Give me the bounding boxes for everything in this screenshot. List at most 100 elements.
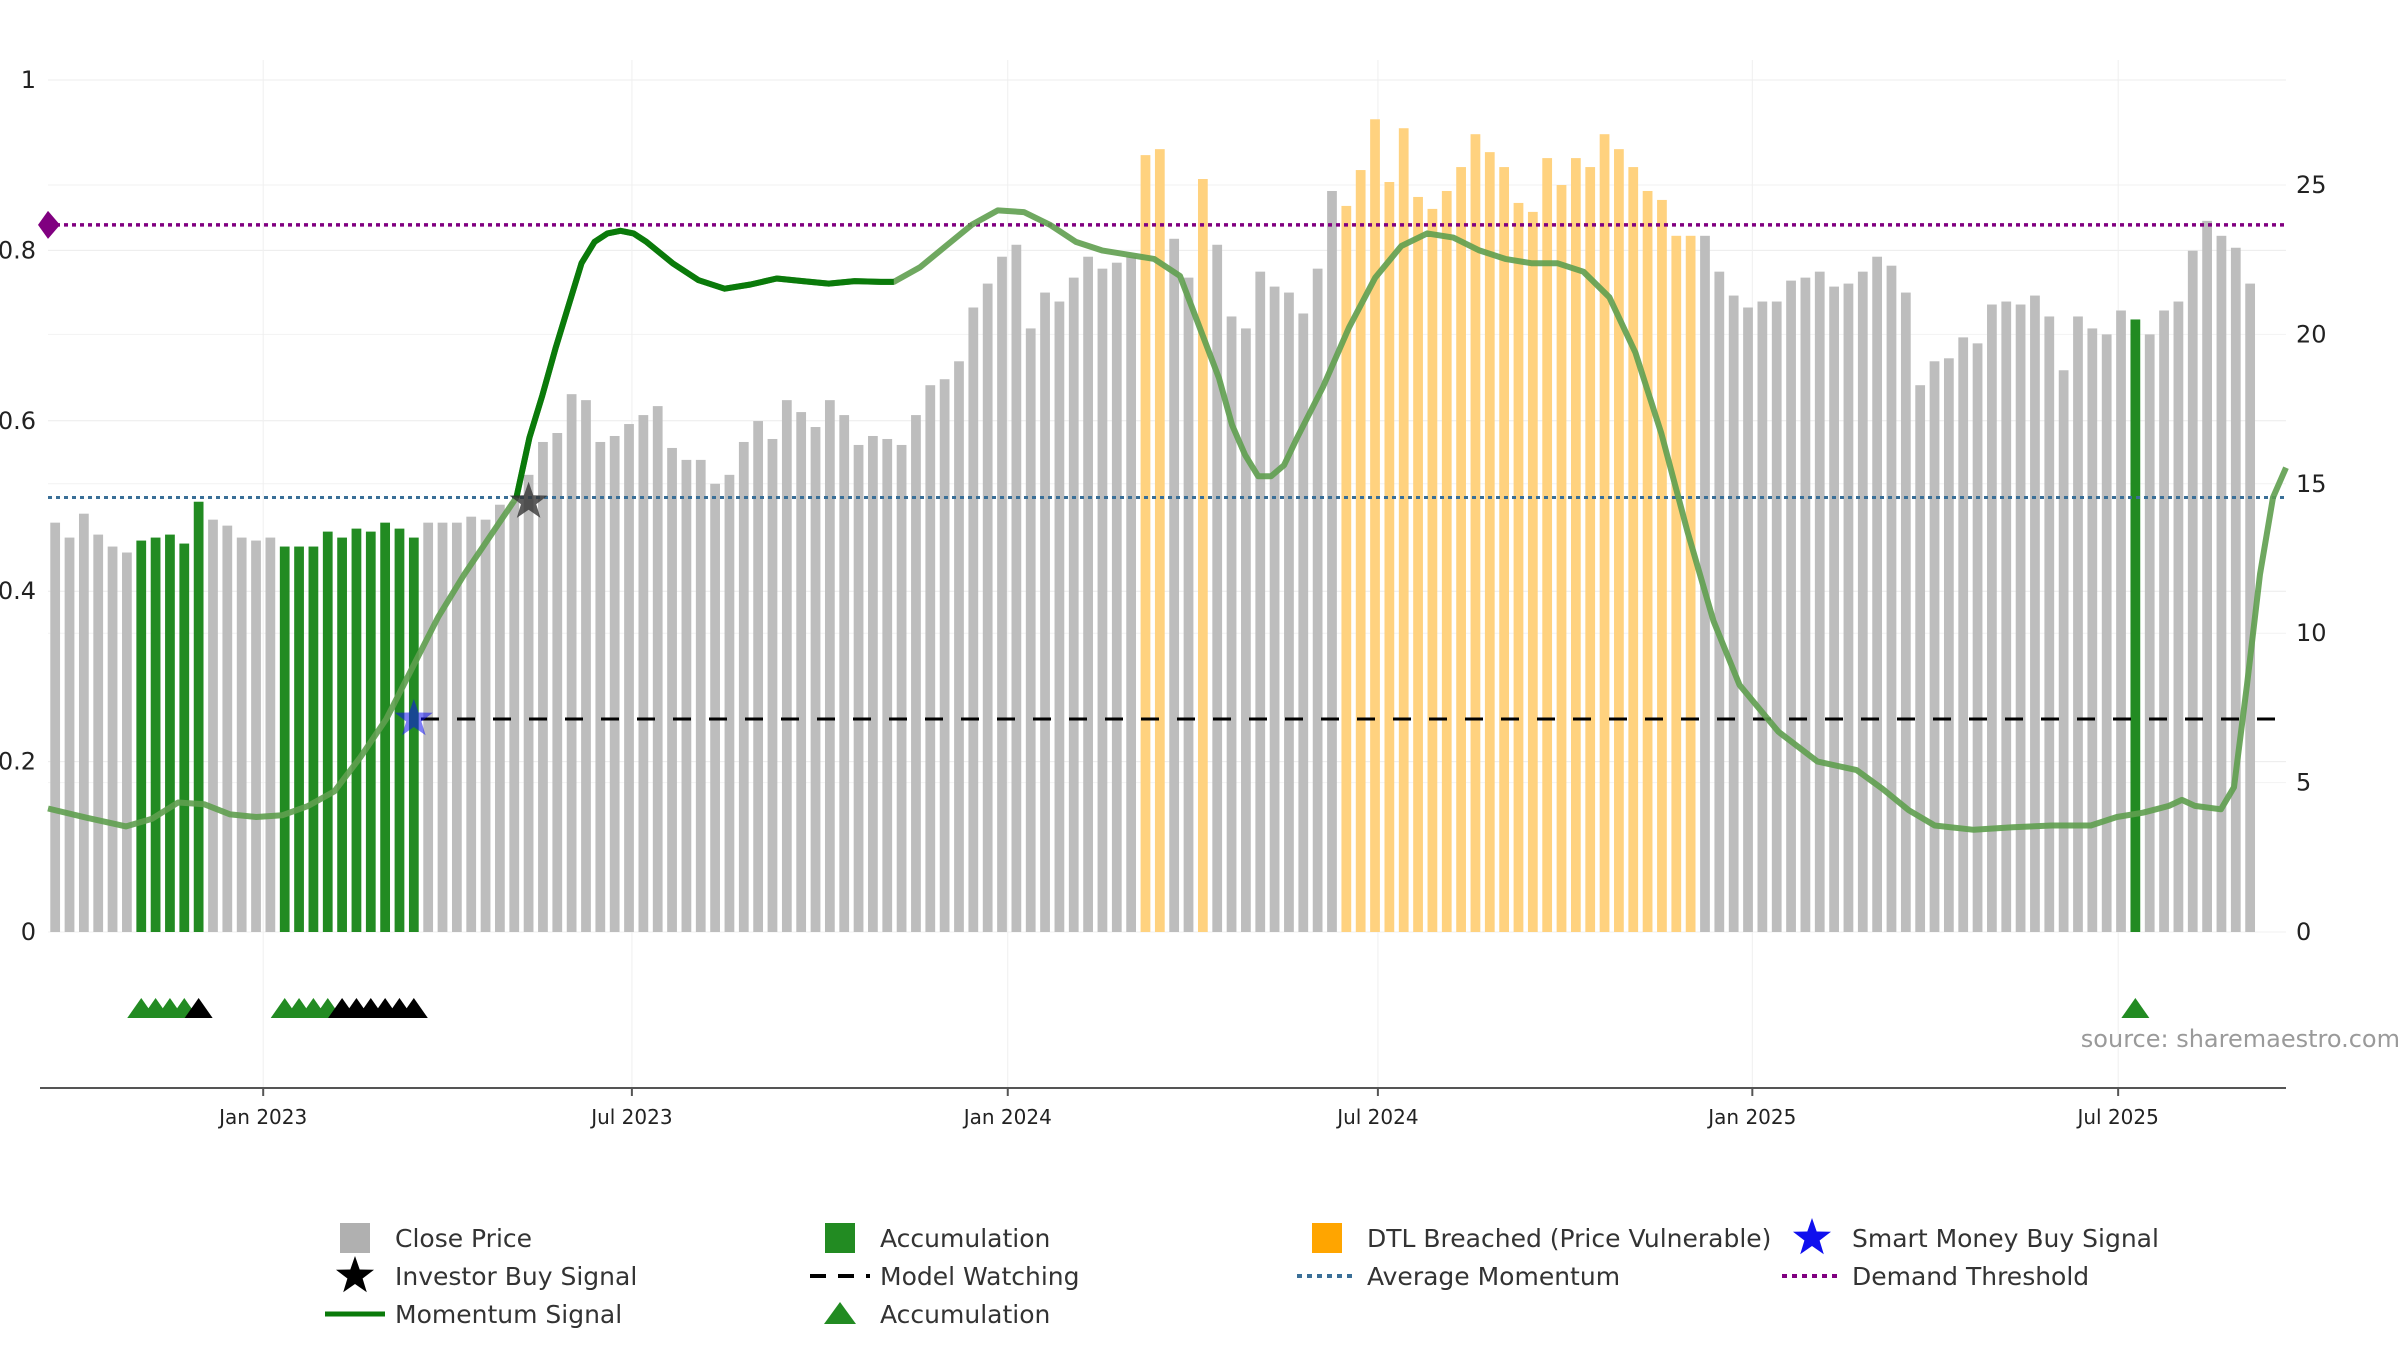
- legend-label: Accumulation: [880, 1300, 1050, 1329]
- price-bar: [1413, 196, 1423, 932]
- price-bar: [1843, 283, 1854, 932]
- legend-label: Demand Threshold: [1852, 1262, 2089, 1291]
- price-bar: [1915, 385, 1926, 932]
- price-bar: [1886, 265, 1897, 932]
- price-bar: [1513, 202, 1524, 933]
- legend-label: Smart Money Buy Signal: [1852, 1224, 2159, 1253]
- price-bar: [695, 459, 706, 932]
- legend: Close Price Accumulation DTL Breached (Pri…: [325, 1218, 2159, 1329]
- price-bar: [50, 522, 61, 932]
- legend-item-accumulation: Accumulation: [825, 1223, 1050, 1253]
- price-bar: [437, 522, 448, 932]
- momentum-signal-faded: [47, 207, 2289, 833]
- price-bar: [1226, 316, 1237, 932]
- price-bar: [2230, 247, 2241, 933]
- price-bar: [2001, 301, 2012, 933]
- price-bar: [1456, 167, 1466, 932]
- x-axis-tick-label: Jul 2023: [589, 1105, 672, 1129]
- signal-markers: [38, 210, 548, 736]
- price-bar: [394, 528, 405, 932]
- price-bar: [1398, 128, 1409, 932]
- price-bar: [337, 537, 347, 932]
- price-bar: [2101, 334, 2112, 932]
- price-bar: [1556, 185, 1567, 932]
- price-bar: [667, 447, 677, 932]
- price-bar: [1427, 208, 1438, 933]
- price-bar: [265, 537, 276, 932]
- legend-label: Average Momentum: [1367, 1262, 1620, 1291]
- legend-label: Momentum Signal: [395, 1300, 622, 1329]
- price-bar: [1025, 328, 1036, 932]
- price-bar: [165, 534, 175, 932]
- price-bar: [896, 444, 907, 932]
- right-axis-tick-label: 20: [2296, 320, 2327, 348]
- price-bar: [1068, 277, 1079, 932]
- price-bar: [1743, 307, 1753, 932]
- price-bar: [1585, 167, 1596, 932]
- price-bar: [925, 385, 936, 932]
- price-bar: [251, 540, 261, 932]
- price-bar: [93, 534, 104, 932]
- reference-lines: [48, 223, 2286, 721]
- legend-label: Close Price: [395, 1224, 532, 1253]
- price-bar: [423, 522, 434, 932]
- price-bar: [552, 433, 563, 932]
- price-bar: [997, 256, 1007, 932]
- price-bar: [753, 421, 764, 932]
- price-bar: [1097, 268, 1108, 932]
- price-bar: [2073, 316, 2083, 932]
- price-bar: [2159, 310, 2169, 933]
- legend-item-model_watching: Model Watching: [810, 1262, 1080, 1291]
- price-bar: [1542, 158, 1553, 932]
- price-bar: [767, 438, 778, 932]
- price-bar: [1599, 134, 1610, 933]
- price-bar: [1728, 295, 1739, 932]
- price-bar: [1771, 301, 1782, 933]
- price-bar: [1111, 262, 1122, 932]
- price-bar: [882, 438, 893, 932]
- price-bar: [1800, 277, 1811, 932]
- price-bar: [451, 522, 462, 932]
- price-bar: [2030, 295, 2040, 932]
- price-bar: [2202, 220, 2212, 932]
- price-bar: [380, 522, 391, 932]
- price-bar: [853, 444, 864, 932]
- legend-star-icon: [336, 1256, 374, 1293]
- price-bar: [566, 394, 577, 932]
- price-bar: [1255, 271, 1266, 933]
- price-bar: [1484, 152, 1495, 932]
- price-bar: [1011, 244, 1022, 932]
- price-bars: [50, 119, 2256, 933]
- price-bar: [868, 435, 878, 932]
- left-axis-tick-label: 0.4: [0, 577, 36, 605]
- price-bar: [1154, 149, 1165, 933]
- right-axis-tick-label: 0: [2296, 918, 2311, 946]
- price-bar: [710, 483, 720, 932]
- price-bar: [78, 513, 89, 932]
- price-bar: [122, 552, 132, 932]
- price-bar: [824, 400, 835, 932]
- price-bar: [1355, 170, 1366, 932]
- price-bar: [1958, 337, 1969, 932]
- price-bar: [1341, 205, 1352, 932]
- price-bar: [1384, 182, 1395, 933]
- price-bar: [624, 424, 634, 932]
- price-bar: [179, 543, 190, 932]
- price-bar: [2130, 319, 2141, 933]
- price-bar: [1527, 211, 1538, 933]
- price-bar: [609, 435, 620, 932]
- price-bar: [1972, 343, 1983, 932]
- x-axis-tick-label: Jan 2024: [962, 1105, 1052, 1129]
- price-bar: [1857, 271, 1868, 933]
- price-bar: [1685, 235, 1696, 932]
- price-bar: [1140, 155, 1151, 932]
- price-bar: [1040, 292, 1050, 932]
- price-bar: [911, 415, 921, 932]
- price-bar: [222, 525, 233, 932]
- price-bar: [2087, 328, 2098, 932]
- left-axis-tick-label: 0.2: [0, 748, 36, 776]
- legend-item-momentum: Momentum Signal: [325, 1300, 622, 1329]
- price-bar: [351, 528, 362, 932]
- legend-item-close_price: Close Price: [340, 1223, 532, 1253]
